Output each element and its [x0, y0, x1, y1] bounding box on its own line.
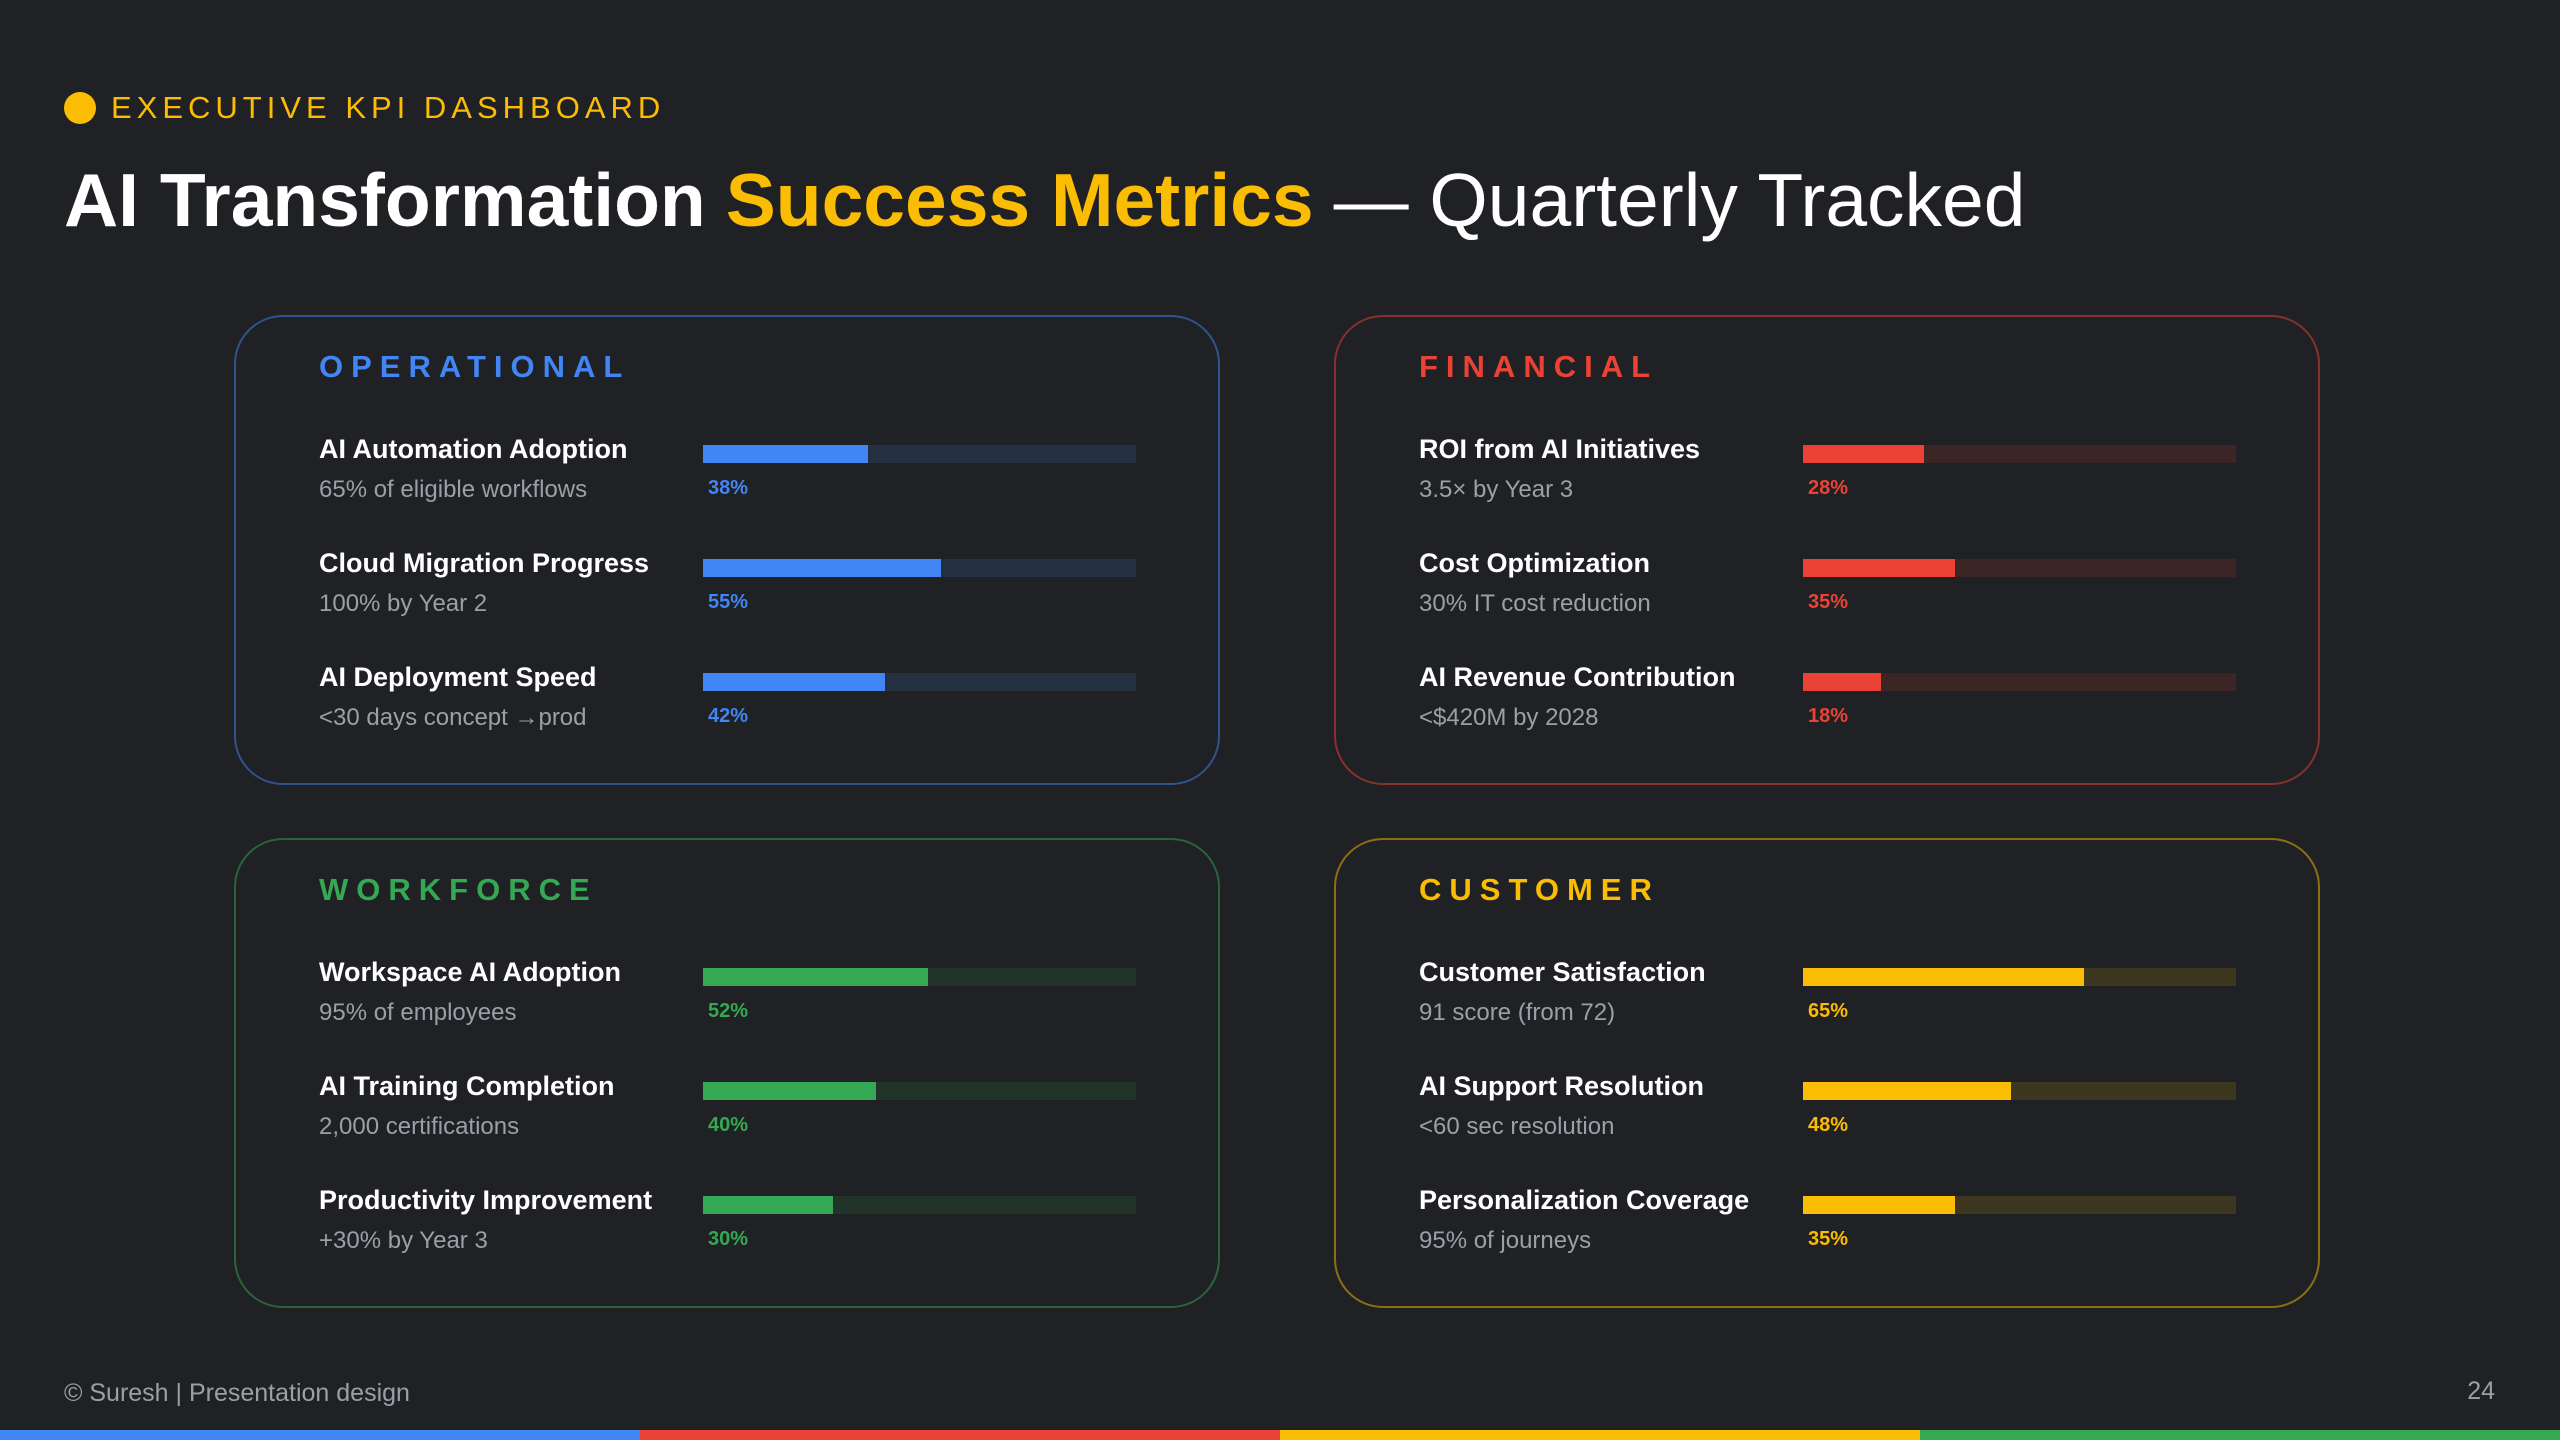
- progress-track: [1803, 559, 2236, 577]
- metric-target: <60 sec resolution: [1419, 1113, 1615, 1140]
- kpi-card: OPERATIONAL AI Automation Adoption 65% of …: [234, 315, 1220, 785]
- progress-track: [703, 559, 1136, 577]
- progress-bar: [703, 673, 885, 691]
- accent-dot: [64, 92, 96, 124]
- progress-label: 40%: [708, 1114, 749, 1136]
- progress-bar: [703, 1196, 833, 1214]
- kpi-card: FINANCIAL ROI from AI Initiatives 3.5× by …: [1334, 315, 2320, 785]
- progress-label: 65%: [1808, 1000, 1849, 1022]
- metric-target: 95% of employees: [319, 999, 517, 1026]
- metric-name: Cost Optimization: [1419, 548, 1650, 578]
- card-title: FINANCIAL: [1419, 349, 1659, 384]
- progress-track: [1803, 1196, 2236, 1214]
- progress-bar: [703, 445, 868, 463]
- metric-target: 65% of eligible workflows: [319, 476, 588, 503]
- metric-name: AI Revenue Contribution: [1419, 662, 1736, 692]
- metric-target: 91 score (from 72): [1419, 999, 1616, 1026]
- progress-track: [1803, 968, 2236, 986]
- metric-target: 100% by Year 2: [319, 590, 488, 617]
- progress-label: 38%: [708, 477, 749, 499]
- progress-label: 30%: [708, 1228, 749, 1250]
- eyebrow: EXECUTIVE KPI DASHBOARD: [111, 90, 666, 125]
- card-title: CUSTOMER: [1419, 872, 1660, 907]
- metric-target: +30% by Year 3: [319, 1227, 488, 1254]
- progress-track: [1803, 445, 2236, 463]
- metric-name: Cloud Migration Progress: [319, 548, 650, 578]
- metric-name: Workspace AI Adoption: [319, 957, 622, 987]
- color-strip: [0, 1430, 2560, 1440]
- progress-bar: [1803, 1082, 2011, 1100]
- progress-track: [703, 968, 1136, 986]
- progress-track: [703, 673, 1136, 691]
- metric-name: AI Support Resolution: [1419, 1071, 1704, 1101]
- metric-target: 30% IT cost reduction: [1419, 590, 1651, 617]
- metric-name: AI Training Completion: [319, 1071, 615, 1101]
- strip-segment: [1280, 1430, 1920, 1440]
- strip-segment: [640, 1430, 1280, 1440]
- metric-name: Customer Satisfaction: [1419, 957, 1706, 987]
- progress-label: 18%: [1808, 705, 1849, 727]
- progress-track: [703, 1196, 1136, 1214]
- title: AI Transformation Success Metrics — Quarte…: [64, 150, 2045, 250]
- page-number: 24: [2467, 1377, 2495, 1405]
- strip-segment: [0, 1430, 640, 1440]
- progress-track: [1803, 673, 2236, 691]
- metric-name: AI Automation Adoption: [319, 434, 628, 464]
- metric-target: 2,000 certifications: [319, 1113, 520, 1140]
- metric-target: <$420M by 2028: [1419, 704, 1599, 731]
- progress-label: 28%: [1808, 477, 1849, 499]
- progress-label: 48%: [1808, 1114, 1849, 1136]
- progress-label: 35%: [1808, 1228, 1849, 1250]
- title-part: AI Transformation: [64, 158, 706, 242]
- progress-bar: [1803, 968, 2085, 986]
- card-title: OPERATIONAL: [319, 349, 631, 384]
- kpi-card: WORKFORCE Workspace AI Adoption 95% of emp…: [234, 838, 1220, 1308]
- metric-name: Personalization Coverage: [1419, 1185, 1750, 1215]
- progress-track: [703, 445, 1136, 463]
- progress-bar: [1803, 673, 1881, 691]
- progress-label: 42%: [708, 705, 749, 727]
- progress-bar: [1803, 559, 1955, 577]
- strip-segment: [1920, 1430, 2560, 1440]
- title-part: — Quarterly Tracked: [1333, 158, 2026, 242]
- progress-label: 35%: [1808, 591, 1849, 613]
- metric-name: ROI from AI Initiatives: [1419, 434, 1701, 464]
- footer-credit: © Suresh | Presentation design: [64, 1379, 410, 1407]
- progress-label: 55%: [708, 591, 749, 613]
- progress-bar: [703, 559, 942, 577]
- metric-target: 3.5× by Year 3: [1419, 476, 1574, 503]
- progress-label: 52%: [708, 1000, 749, 1022]
- progress-track: [703, 1082, 1136, 1100]
- progress-track: [1803, 1082, 2236, 1100]
- metric-name: AI Deployment Speed: [319, 662, 597, 692]
- track-background: [1803, 673, 2236, 691]
- progress-bar: [703, 968, 929, 986]
- title-highlight: Success Metrics: [725, 158, 1314, 242]
- metric-target: 95% of journeys: [1419, 1227, 1592, 1254]
- progress-bar: [703, 1082, 877, 1100]
- metric-name: Productivity Improvement: [319, 1185, 653, 1215]
- progress-bar: [1803, 445, 1925, 463]
- progress-bar: [1803, 1196, 1955, 1214]
- metric-target: <30 days concept →prod: [319, 704, 587, 731]
- card-title: WORKFORCE: [319, 872, 598, 907]
- kpi-card: CUSTOMER Customer Satisfaction 91 score (f…: [1334, 838, 2320, 1308]
